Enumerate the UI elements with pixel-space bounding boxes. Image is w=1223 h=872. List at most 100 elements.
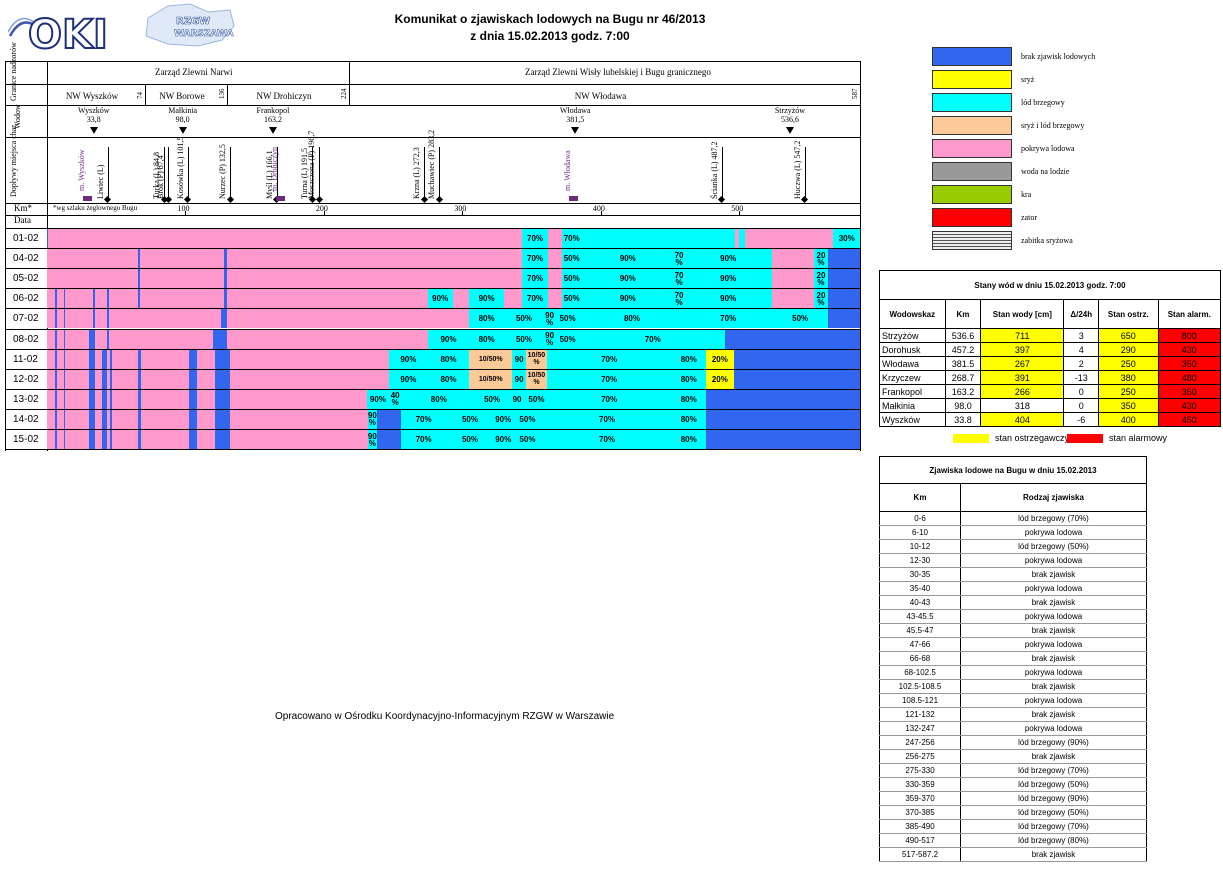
table-row: 40-43 brak zjawisk [879,595,1147,610]
ice-segment [106,309,110,329]
ice-segment [213,329,227,349]
ice-segment [226,309,470,329]
ice-segment: 80% [427,369,470,389]
ice-segment: 90% [427,329,470,349]
ice-segment: 90% [388,349,428,369]
ice-segment: 80% [580,309,684,329]
table-cell: 163.2 [944,384,982,399]
table-row: 370-385 lód brzegowy (50%) [879,805,1147,820]
ice-segment [197,389,215,409]
ice-segment: 50% [445,430,495,450]
ice-segment [55,289,57,309]
legend-swatch [932,70,1012,89]
ice-segment [106,289,110,309]
col-stan-wody: Stan wody [cm] [980,299,1065,329]
tributary-line [424,147,425,201]
ice-segment [106,349,110,369]
ice-segment [109,329,214,349]
table-cell: 318 [980,398,1065,413]
table-cell: lód brzegowy (50%) [960,777,1147,792]
ice-segment [63,430,65,450]
ice-segment [56,409,64,429]
gauge-name: Wyszków [78,106,110,115]
ice-segment [229,349,389,369]
tributary-line [164,147,166,201]
table-cell: 30-35 [879,567,961,582]
rzgw-logo-text: RZGW [176,16,210,27]
table-cell: Dorohusk [879,342,946,357]
table-cell: 400 [1098,412,1159,427]
water-table-title: Stany wód w dniu 15.02.2013 godz. 7:00 [879,270,1221,300]
col-rodzaj: Rodzaj zjawiska [960,483,1147,512]
grid-line [5,248,860,250]
ice-segment: 80% [427,349,470,369]
ice-segment [735,229,740,249]
table-cell: -13 [1063,370,1100,385]
table-cell: Wyszków [879,412,946,427]
table-cell: 68-102.5 [879,665,961,680]
ice-segment [548,289,563,309]
gauge-km: 381,5 [566,115,585,124]
table-row: 247-256 lód brzegowy (90%) [879,735,1147,750]
table-cell: 275-330 [879,763,961,778]
ice-segment [827,289,860,309]
ice-segment [88,430,96,450]
ice-segment: 90% [581,249,675,269]
table-cell: 268.7 [944,370,982,385]
ice-segment [95,349,103,369]
table-cell: -6 [1063,412,1100,427]
ice-segment [138,269,140,289]
ice-segment [102,409,107,429]
ice-segment: 90% [494,409,513,429]
ice-segment [141,389,189,409]
oki-logo-text: OKI [28,12,108,50]
table-cell: pokrywa lodowa [960,637,1147,652]
ice-segment: 80% [401,389,477,409]
ice-segment [138,430,142,450]
ice-segment: 30% [833,229,860,249]
ice-segment [214,369,230,389]
ice-segment: 20 % [814,269,828,289]
gauge-km: 536,6 [780,115,799,124]
ice-segment [56,389,64,409]
grid-line [5,215,860,216]
row-date: 11-02 [13,353,38,365]
legend-swatch [932,231,1012,250]
ice-segment: 70% [542,409,672,429]
table-row: 30-35 brak zjawisk [879,567,1147,582]
ice-segment [188,349,198,369]
ice-segment [188,430,198,450]
ice-segment [548,269,563,289]
table-cell: 102.5-108.5 [879,679,961,694]
table-row: 490-517 lód brzegowy (80%) [879,833,1147,848]
grid-line [5,328,860,330]
table-row: Włodawa 381.5 267 2 250 350 [879,356,1222,371]
ice-segment [188,389,198,409]
ice-segment: 70% [401,409,446,429]
ice-segment: 50% [503,309,545,329]
table-cell: Krzyczew [879,370,946,385]
ice-segment: 90% [427,289,453,309]
ice-segment [95,309,107,329]
ice-segment [224,269,227,289]
ice-segment: 50% [562,269,582,289]
ice-segment [503,289,522,309]
table-cell: lód brzegowy (70%) [960,763,1147,778]
table-cell: 33.8 [944,412,982,427]
table-cell: lód brzegowy (80%) [960,833,1147,848]
grid-line [5,228,860,229]
row-date: 06-02 [13,293,39,305]
ice-phenomena-chart: Granice nadzorów Wodow Dopływy miejsca c… [5,42,861,451]
ice-segment [138,369,142,389]
tributary-marker [226,195,234,204]
ice-segment [56,309,64,329]
ice-segment [197,349,215,369]
table-cell: pokrywa lodowa [960,525,1147,540]
table-row: Krzyczew 268.7 391 -13 380 480 [879,370,1222,385]
ice-segment: 50% [445,409,495,429]
ice-segment [224,249,227,269]
ice-segment [376,409,402,429]
ice-table: Zjawiska lodowe na Bugu w dniu 15.02.201… [879,456,1147,862]
table-cell: 350 [1157,356,1222,371]
table-cell: 380 [1098,370,1159,385]
